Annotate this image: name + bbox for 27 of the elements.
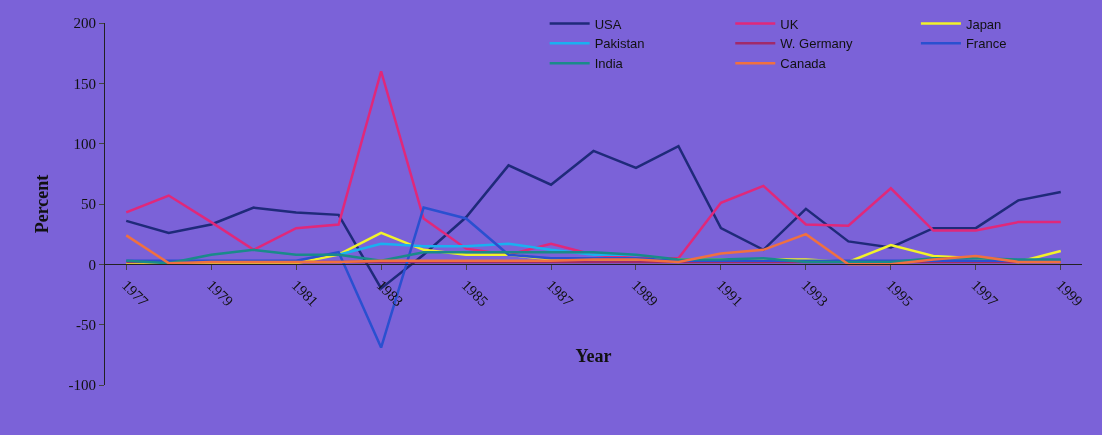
y-tick-label: -50 [76, 316, 96, 333]
y-tick-label: 150 [73, 75, 96, 92]
legend-label: USA [594, 16, 622, 32]
x-tick-label: 1995 [883, 276, 916, 310]
legend-label: W. Germany [780, 36, 854, 52]
x-tick-label: 1987 [543, 276, 577, 310]
y-tick-label: 0 [88, 256, 96, 273]
legend-label: Pakistan [594, 36, 645, 52]
legend-label: UK [780, 16, 799, 32]
x-tick-label: 1979 [203, 276, 237, 310]
x-tick-label: 1977 [118, 276, 152, 310]
x-tick-label: 1989 [628, 276, 662, 310]
x-tick-label: 1985 [458, 276, 492, 310]
legend-label: France [965, 36, 1007, 52]
x-axis-title: Year [575, 345, 612, 366]
legend-label: Canada [780, 56, 827, 72]
y-tick-label: 50 [81, 196, 96, 213]
legend-label: India [594, 56, 624, 72]
y-axis-title: Percent [31, 174, 52, 234]
x-tick-label: 1983 [373, 276, 407, 310]
y-tick-label: 100 [73, 135, 96, 152]
y-tick-label: -100 [68, 377, 96, 394]
x-tick-label: 1993 [798, 276, 831, 310]
x-tick-label: 1997 [968, 276, 1002, 310]
y-tick-label: 200 [73, 15, 96, 32]
legend-label: Japan [965, 16, 1002, 32]
x-tick-label: 1999 [1053, 276, 1086, 310]
